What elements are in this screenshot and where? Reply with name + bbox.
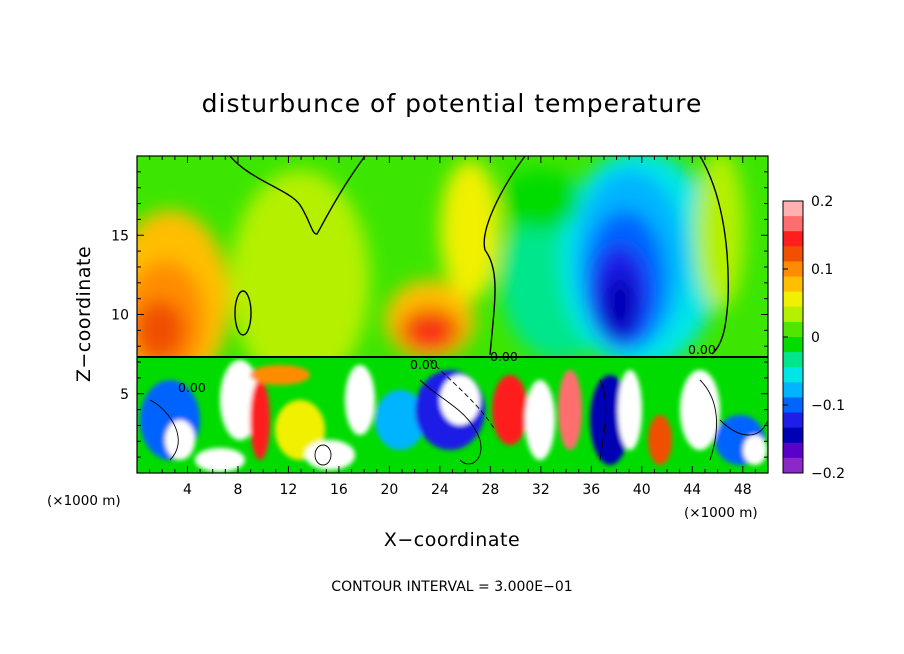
x-unit-left: (×1000 m) [47, 493, 121, 509]
colorbar-band [783, 201, 803, 217]
x-tick-label: 28 [481, 482, 499, 498]
x-unit-right: (×1000 m) [684, 505, 758, 521]
colorbar-band [783, 231, 803, 247]
x-tick-label: 44 [683, 482, 701, 498]
colorbar-ticks: 0.2 0.1 0 −0.1 −0.2 [783, 194, 845, 482]
colorbar-band [783, 457, 803, 474]
y-tick-label: 5 [120, 387, 129, 403]
y-tick-label: 15 [111, 228, 129, 244]
x-tick-label: 48 [734, 482, 752, 498]
x-tick-label: 4 [183, 482, 192, 498]
colorbar-band [783, 276, 803, 293]
colorbar-band [783, 261, 803, 278]
colorbar-tick-label: 0 [811, 330, 820, 346]
colorbar-tick-label: 0.2 [811, 194, 833, 210]
x-tick-label: 8 [233, 482, 242, 498]
colorbar-tick-label: −0.1 [811, 398, 845, 414]
colorbar-band [783, 412, 803, 429]
colorbar-tick-label: −0.2 [811, 466, 845, 482]
upper-field-blobs [137, 156, 745, 390]
chart-title: disturbunce of potential temperature [202, 89, 703, 118]
x-axis-ticks: 4 8 12 16 20 24 28 32 36 40 44 48 [149, 156, 756, 498]
x-tick-label: 12 [280, 482, 298, 498]
x-tick-label: 16 [330, 482, 348, 498]
colorbar-band [783, 397, 803, 414]
heatmap-field: 0.00 0.00 0.00 0.00 [137, 156, 768, 473]
contour-lines-lower [149, 359, 768, 466]
x-axis-label: X−coordinate [384, 529, 520, 551]
colorbar-tick-label: 0.1 [811, 262, 833, 278]
lower-turbulent-band [137, 356, 768, 473]
contour-label: 0.00 [178, 380, 206, 395]
colorbar-band [783, 321, 803, 338]
colorbar-band [783, 291, 803, 308]
x-tick-label: 20 [380, 482, 398, 498]
colorbar [783, 201, 803, 474]
contour-label: 0.00 [490, 349, 518, 364]
colorbar-band [783, 246, 803, 262]
colorbar-band [783, 367, 803, 383]
colorbar-band [783, 216, 803, 232]
colorbar-band [783, 382, 803, 398]
y-axis-ticks: 5 10 15 [111, 171, 768, 458]
contour-label: 0.00 [410, 357, 438, 372]
contour-label: 0.00 [688, 342, 716, 357]
y-axis-label: Z−coordinate [73, 246, 95, 382]
colorbar-band [783, 352, 803, 368]
x-tick-label: 36 [582, 482, 600, 498]
y-tick-label: 10 [111, 308, 129, 324]
contour-interval-note: CONTOUR INTERVAL = 3.000E−01 [331, 579, 572, 595]
x-tick-label: 24 [431, 482, 449, 498]
colorbar-band [783, 442, 803, 459]
colorbar-band [783, 427, 803, 444]
x-tick-label: 40 [633, 482, 651, 498]
colorbar-band [783, 306, 803, 323]
x-tick-label: 32 [532, 482, 550, 498]
colorbar-band [783, 337, 803, 353]
contour-lines-upper [229, 156, 729, 356]
